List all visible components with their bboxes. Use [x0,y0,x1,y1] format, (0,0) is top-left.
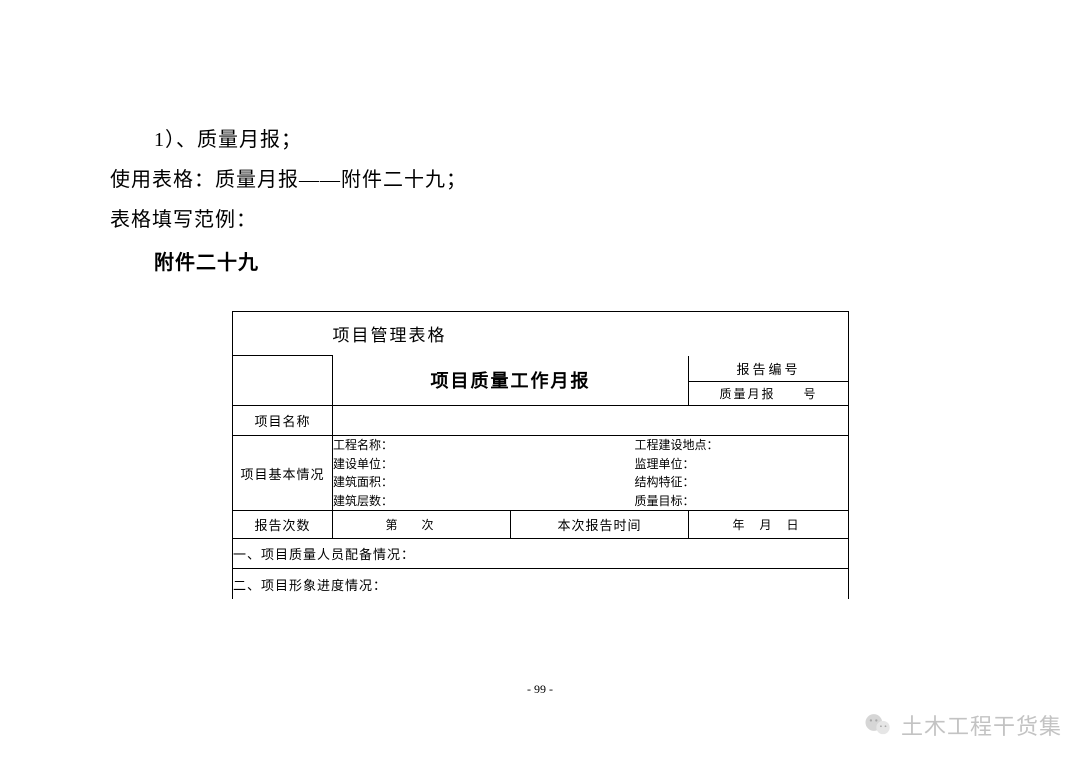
form-title: 项目质量工作月报 [333,356,689,406]
quality-report-form: 项目管理表格 项目质量工作月报 报告编号 质量月报 号 项目名称 项目基本情况 [232,311,849,599]
section-2: 二、项目形象进度情况： [233,569,849,599]
page-number: - 99 - [0,682,1080,697]
form-table-container: 项目管理表格 项目质量工作月报 报告编号 质量月报 号 项目名称 项目基本情况 [232,311,848,599]
basic-left-0: 工程名称： [333,436,587,455]
basic-left-2: 建筑面积： [333,473,587,492]
section-1: 一、项目质量人员配备情况： [233,539,849,569]
intro-line-1: 1）、质量月报； [110,120,970,160]
project-name-value [333,406,849,436]
this-time-label: 本次报告时间 [511,511,689,539]
report-no-value: 质量月报 号 [689,382,849,406]
watermark: 土木工程干货集 [863,709,1062,741]
wechat-icon [863,710,893,740]
report-count-label: 报告次数 [233,511,333,539]
basic-left-3: 建筑层数： [333,492,587,511]
report-count-value: 第次 [333,511,511,539]
title-left-blank [233,356,333,406]
basic-info-cell: 工程名称： 工程建设地点： 建设单位： 监理单位： 建筑面积： 结构特征： 建筑… [333,436,849,511]
intro-line-2: 使用表格：质量月报——附件二十九； [110,160,970,200]
basic-right-1: 监理单位： [595,455,849,474]
basic-left-1: 建设单位： [333,455,587,474]
report-no-label: 报告编号 [689,356,849,382]
this-time-value: 年 月 日 [689,511,849,539]
project-name-label: 项目名称 [233,406,333,436]
basic-info-label: 项目基本情况 [233,436,333,511]
basic-right-2: 结构特征： [595,473,849,492]
watermark-text: 土木工程干货集 [901,709,1062,741]
intro-line-3: 表格填写范例： [110,200,970,240]
form-category: 项目管理表格 [333,312,849,356]
basic-info-grid: 工程名称： 工程建设地点： 建设单位： 监理单位： 建筑面积： 结构特征： 建筑… [333,436,848,510]
attachment-title: 附件二十九 [110,246,970,275]
header-blank [233,312,333,356]
basic-right-0: 工程建设地点： [595,436,849,455]
basic-right-3: 质量目标： [595,492,849,511]
